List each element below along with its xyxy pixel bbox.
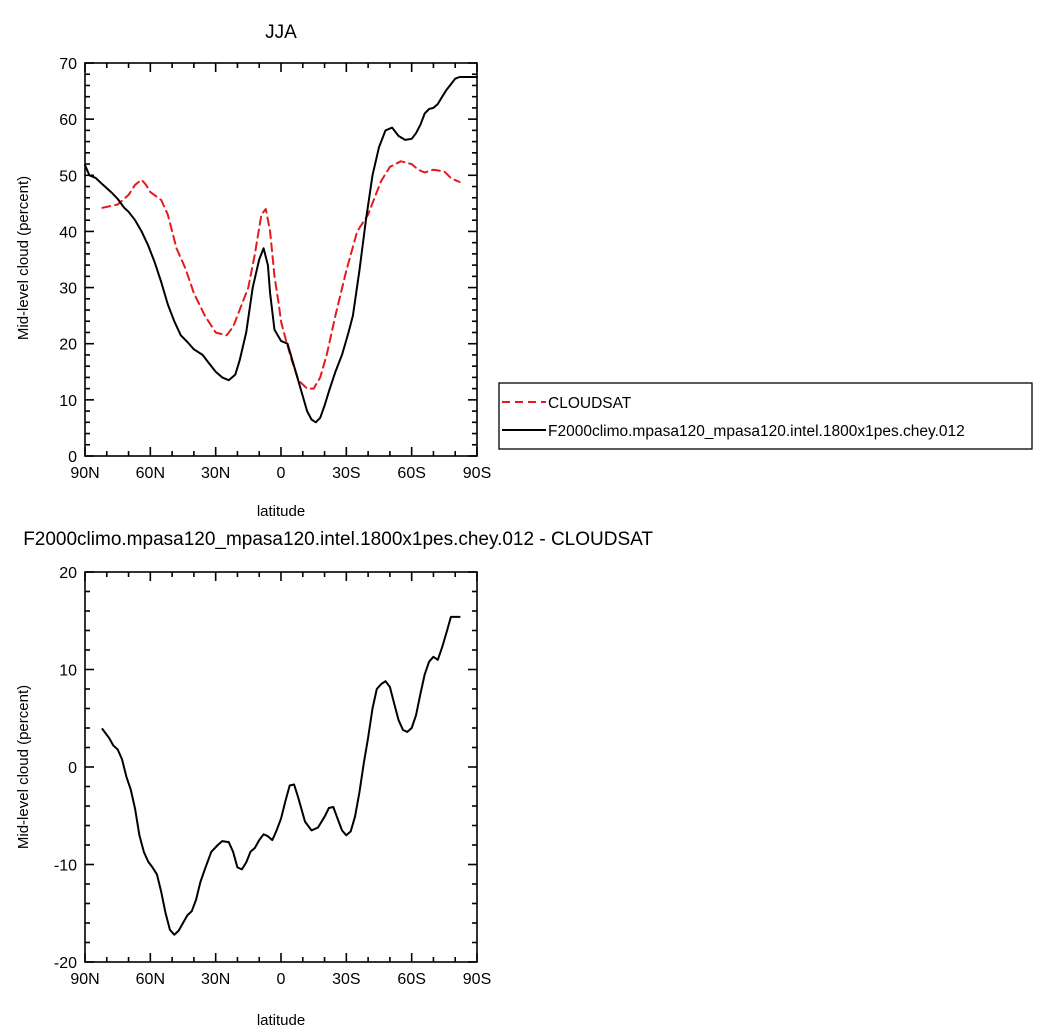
bottom-y-tick-label: 10: [59, 663, 77, 680]
bottom-plot-frame: [84, 571, 478, 963]
top-x-tick-label: 0: [277, 465, 286, 482]
top-series-line-1: [84, 76, 478, 424]
top-panel: JJA 90N 60N 30N 0 30S 60S 90S 0 10 20 30 40 50 60 70 M…: [15, 22, 491, 520]
legend-box: [498, 382, 1033, 450]
bottom-y-tick-label: 20: [59, 565, 77, 582]
top-y-tick-label: 40: [59, 224, 77, 241]
legend-label-cloudsat: CLOUDSAT: [548, 395, 632, 412]
top-x-tick-label: 90N: [70, 465, 99, 482]
top-chart-title: JJA: [265, 22, 297, 43]
top-y-axis-label: Mid-level cloud (percent): [15, 176, 32, 340]
legend: CLOUDSAT F2000climo.mpasa120_mpasa120.in…: [498, 382, 1033, 450]
bottom-x-tick-label: 60S: [397, 971, 425, 988]
legend-label-model: F2000climo.mpasa120_mpasa120.intel.1800x…: [548, 423, 965, 440]
bottom-x-tick-label: 90S: [463, 971, 491, 988]
top-series-line-0: [101, 160, 461, 390]
bottom-x-tick-label: 90N: [70, 971, 99, 988]
bottom-x-tick-label: 60N: [136, 971, 165, 988]
bottom-x-tick-label: 0: [277, 971, 286, 988]
bottom-panel: F2000climo.mpasa120_mpasa120.intel.1800x…: [15, 529, 653, 1029]
bottom-y-tick-label: -10: [54, 858, 77, 875]
top-x-tick-label: 90S: [463, 465, 491, 482]
bottom-chart-title: F2000climo.mpasa120_mpasa120.intel.1800x…: [23, 529, 653, 550]
top-x-axis-label: latitude: [257, 503, 305, 520]
bottom-y-tick-label: 0: [68, 760, 77, 777]
top-x-tick-label: 60S: [397, 465, 425, 482]
bottom-x-axis-label: latitude: [257, 1012, 305, 1029]
bottom-y-tick-label: -20: [54, 955, 77, 972]
top-y-tick-label: 60: [59, 112, 77, 129]
bottom-x-tick-label: 30S: [332, 971, 360, 988]
bottom-x-tick-label: 30N: [201, 971, 230, 988]
top-y-tick-label: 20: [59, 337, 77, 354]
bottom-axes: 90N 60N 30N 0 30S 60S 90S -20 -10 0 10 20: [54, 565, 491, 988]
bottom-series-line-0: [101, 615, 461, 936]
top-axes: 90N 60N 30N 0 30S 60S 90S 0 10 20 30 40 50 60 70: [59, 56, 491, 482]
top-y-tick-label: 50: [59, 168, 77, 185]
top-y-tick-label: 70: [59, 56, 77, 73]
top-x-tick-label: 30N: [201, 465, 230, 482]
bottom-y-axis-label: Mid-level cloud (percent): [15, 685, 32, 849]
top-x-tick-label: 60N: [136, 465, 165, 482]
top-y-tick-label: 10: [59, 393, 77, 410]
top-x-tick-label: 30S: [332, 465, 360, 482]
bottom-series-group: [101, 615, 461, 936]
top-series-group: [84, 76, 478, 424]
top-y-tick-label: 0: [68, 449, 77, 466]
top-y-tick-label: 30: [59, 281, 77, 298]
top-plot-frame: [84, 62, 478, 457]
